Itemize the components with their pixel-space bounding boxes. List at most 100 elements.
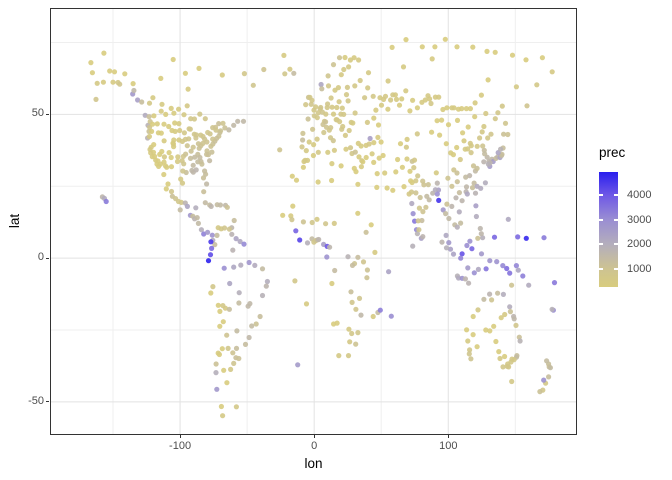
- data-point: [384, 185, 390, 191]
- data-point: [299, 144, 305, 150]
- data-point: [168, 188, 175, 195]
- data-point: [226, 127, 232, 133]
- data-point: [378, 102, 385, 108]
- data-point: [375, 134, 381, 140]
- data-point: [246, 259, 252, 266]
- data-point: [442, 36, 448, 42]
- data-point: [343, 92, 350, 98]
- data-point: [209, 232, 215, 238]
- data-point: [231, 264, 237, 270]
- data-point: [305, 116, 311, 122]
- data-point: [410, 243, 416, 249]
- y-tick-label: 50: [31, 107, 44, 120]
- data-point: [221, 367, 227, 373]
- data-point: [190, 144, 196, 150]
- data-point: [389, 44, 395, 51]
- data-point: [364, 275, 370, 281]
- data-point: [397, 141, 404, 147]
- data-point: [366, 141, 372, 147]
- data-point: [193, 205, 199, 211]
- data-point: [363, 229, 369, 235]
- data-point: [417, 194, 423, 201]
- data-point: [464, 191, 470, 197]
- data-point: [318, 104, 324, 111]
- data-point: [208, 239, 214, 245]
- data-point: [372, 249, 378, 255]
- data-point: [210, 136, 216, 142]
- data-point: [249, 323, 255, 329]
- data-point: [458, 255, 464, 261]
- data-point: [100, 79, 106, 85]
- data-point: [346, 326, 352, 332]
- data-point: [146, 114, 152, 120]
- data-point: [434, 191, 440, 197]
- data-point: [225, 345, 231, 351]
- data-point: [421, 182, 427, 188]
- data-point: [240, 118, 247, 124]
- data-point: [404, 136, 410, 142]
- data-point: [477, 225, 483, 232]
- data-point: [352, 149, 358, 155]
- data-point: [163, 186, 169, 192]
- data-point: [342, 54, 348, 61]
- data-point: [252, 262, 258, 268]
- data-point: [169, 127, 175, 134]
- data-point: [290, 203, 296, 209]
- data-point: [470, 44, 476, 50]
- x-tick-label: 0: [311, 440, 318, 452]
- data-point: [465, 265, 471, 271]
- data-point: [347, 145, 354, 151]
- data-point: [172, 120, 178, 126]
- data-point: [139, 99, 145, 105]
- data-point: [472, 114, 478, 120]
- data-point: [218, 128, 224, 134]
- data-point: [481, 123, 487, 130]
- data-point: [204, 151, 210, 157]
- data-point: [393, 169, 399, 175]
- data-point: [425, 182, 431, 188]
- data-point: [507, 270, 513, 276]
- data-point: [323, 119, 329, 125]
- data-point: [304, 240, 311, 246]
- data-point: [171, 110, 177, 116]
- data-point: [395, 156, 401, 163]
- data-point: [502, 311, 508, 318]
- data-point: [300, 219, 306, 225]
- data-point: [434, 180, 440, 186]
- data-point: [241, 71, 247, 77]
- data-point: [314, 216, 320, 222]
- data-point: [459, 251, 465, 257]
- data-point: [117, 81, 123, 87]
- data-point: [492, 116, 498, 122]
- data-point: [161, 154, 167, 160]
- data-point: [353, 306, 359, 312]
- data-point: [478, 231, 484, 237]
- data-point: [184, 143, 190, 149]
- data-point: [184, 203, 190, 209]
- data-point: [410, 211, 416, 217]
- data-point: [466, 351, 472, 357]
- data-point: [130, 81, 136, 87]
- data-point: [498, 146, 504, 152]
- colorbar-tick: [614, 267, 618, 270]
- data-point: [454, 117, 461, 123]
- x-tick-mark: [179, 435, 181, 438]
- data-point: [219, 72, 225, 78]
- data-point: [343, 146, 349, 152]
- data-point: [509, 282, 515, 288]
- data-point: [445, 175, 451, 181]
- data-point: [202, 200, 208, 206]
- data-point: [502, 353, 508, 360]
- data-point: [515, 234, 521, 240]
- x-tick-label: 100: [439, 440, 458, 452]
- data-point: [170, 140, 176, 146]
- data-point: [454, 224, 460, 230]
- data-point: [217, 323, 223, 329]
- data-point: [479, 129, 485, 135]
- data-point: [496, 349, 502, 355]
- data-point: [549, 306, 555, 312]
- data-point: [485, 77, 491, 83]
- data-point: [204, 139, 210, 145]
- data-point: [329, 177, 335, 184]
- data-point: [297, 237, 303, 243]
